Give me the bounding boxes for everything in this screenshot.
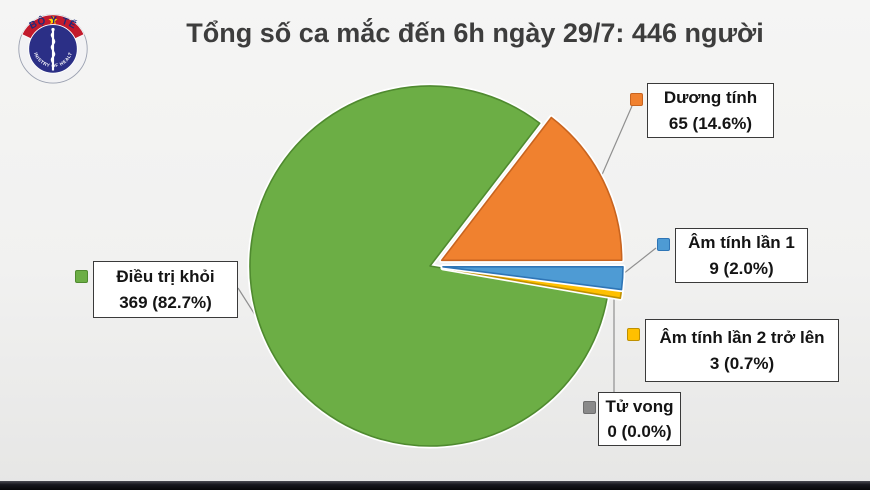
leader-line-duong-tinh xyxy=(600,105,633,178)
callout-am-tinh-lan-2: Âm tính lần 2 trở lên 3 (0.7%) xyxy=(645,319,839,382)
pie-slice-dieu-tri-khoi xyxy=(247,83,610,449)
rod-of-asclepius-icon xyxy=(50,27,56,71)
callout-label: Âm tính lần 2 trở lên xyxy=(659,328,825,347)
callout-dieu-tri-khoi: Điều trị khỏi 369 (82.7%) xyxy=(93,261,238,318)
legend-marker-am-tinh-lan-2 xyxy=(627,328,640,341)
ministry-of-health-logo: BỘ Y TẾ MINISTRY OF HEALTH xyxy=(8,2,88,84)
bottom-bar xyxy=(0,481,870,490)
legend-marker-am-tinh-lan-1 xyxy=(657,238,670,251)
pie-slice-duong-tinh xyxy=(439,115,625,263)
logo-star-icon xyxy=(48,15,58,25)
logo-top-text: BỘ Y TẾ xyxy=(28,14,79,31)
chart-title: Tổng số ca mắc đến 6h ngày 29/7: 446 ngư… xyxy=(186,18,764,48)
callout-value: 65 (14.6%) xyxy=(668,113,753,133)
legend-marker-dieu-tri-khoi xyxy=(75,270,88,283)
callout-label: Tử vong xyxy=(605,396,674,416)
callout-value: 0 (0.0%) xyxy=(607,422,672,441)
callout-label: Âm tính lần 1 xyxy=(688,233,795,252)
callout-duong-tinh: Dương tính 65 (14.6%) xyxy=(647,83,774,138)
callout-tu-vong: Tử vong 0 (0.0%) xyxy=(598,392,681,446)
callout-value: 9 (2.0%) xyxy=(709,258,774,278)
pie-slice-am-tinh-lan-1 xyxy=(440,264,626,293)
callout-am-tinh-lan-1: Âm tính lần 1 9 (2.0%) xyxy=(675,228,808,283)
callout-label: Dương tính xyxy=(663,88,758,107)
legend-marker-tu-vong xyxy=(583,401,596,414)
callout-value: 369 (82.7%) xyxy=(119,292,212,312)
callout-value: 3 (0.7%) xyxy=(709,353,775,373)
callout-label: Điều trị khỏi xyxy=(116,267,215,286)
legend-marker-duong-tinh xyxy=(630,93,643,106)
